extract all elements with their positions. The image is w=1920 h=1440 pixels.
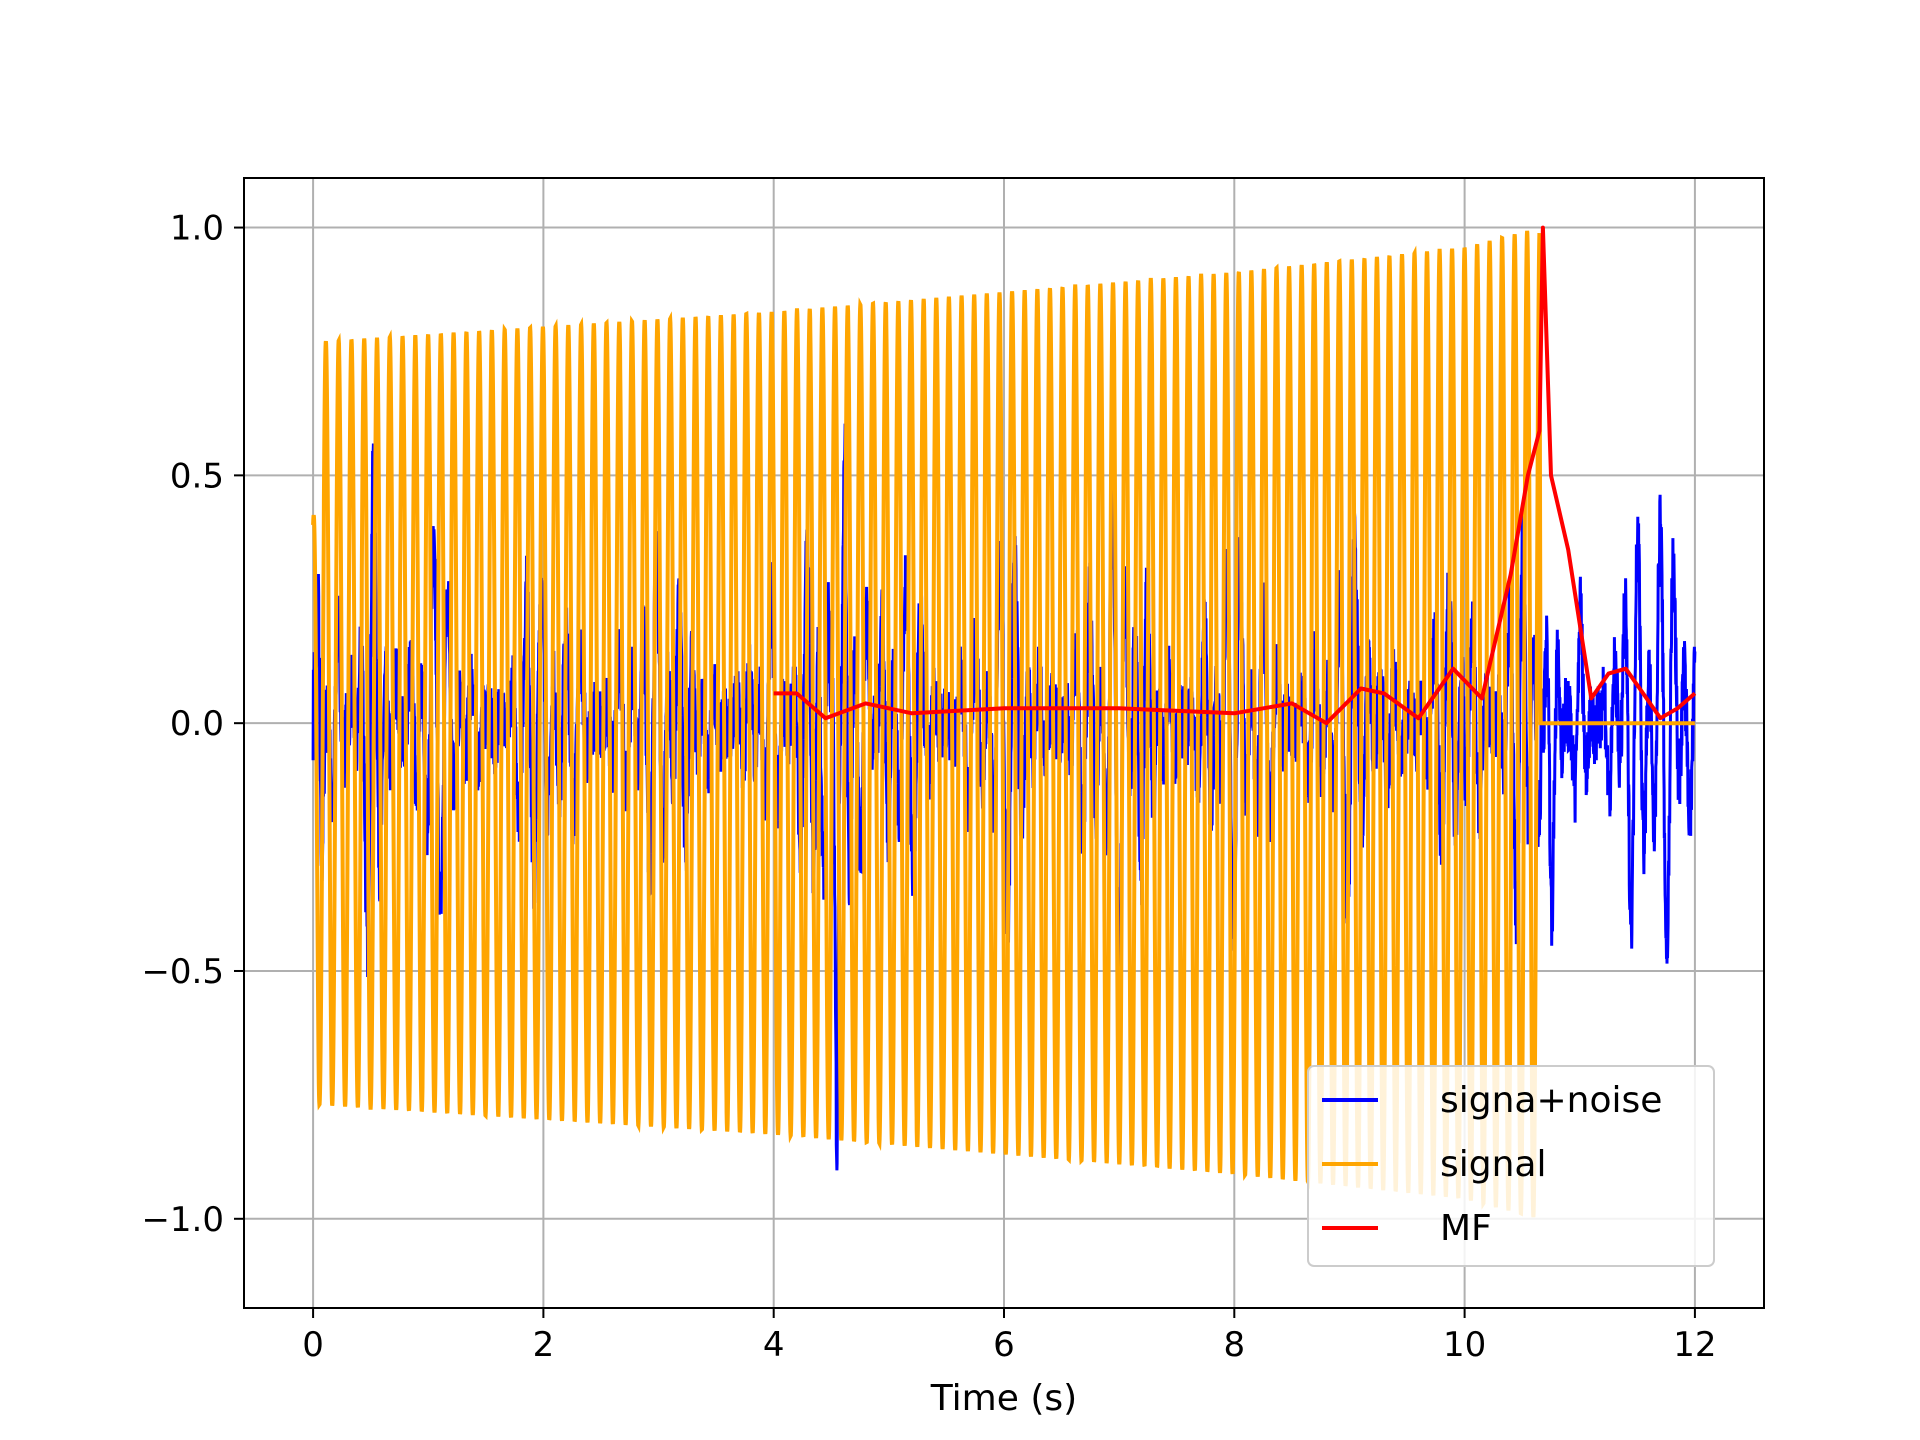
x-tick-label: 10: [1443, 1325, 1486, 1365]
legend-label: signa+noise: [1440, 1080, 1662, 1121]
series-signal-line: [311, 230, 1695, 1218]
x-tick-label: 4: [763, 1325, 785, 1365]
y-axis-ticks: −1.0 −0.5 0.0 0.5 1.0: [141, 209, 244, 1240]
legend: signa+noise signal MF: [1307, 1065, 1715, 1267]
y-tick-label: 0.0: [170, 704, 224, 744]
x-axis-ticks: 0 2 4 6 8 10 12: [302, 1308, 1717, 1365]
x-tick-label: 8: [1223, 1325, 1245, 1365]
x-axis-label: Time (s): [930, 1378, 1077, 1419]
y-tick-label: −0.5: [141, 952, 224, 992]
y-tick-label: 1.0: [170, 209, 224, 249]
y-tick-label: −1.0: [141, 1200, 224, 1240]
x-tick-label: 12: [1673, 1325, 1716, 1365]
y-tick-label: 0.5: [170, 456, 224, 496]
x-tick-label: 6: [993, 1325, 1015, 1365]
x-tick-label: 2: [533, 1325, 555, 1365]
x-tick-label: 0: [302, 1325, 324, 1365]
legend-label: signal: [1440, 1144, 1547, 1185]
legend-label: MF: [1440, 1208, 1492, 1249]
series-layer: [311, 225, 1697, 1218]
legend-box: [1307, 1065, 1715, 1267]
series-mf-line: [773, 225, 1697, 726]
